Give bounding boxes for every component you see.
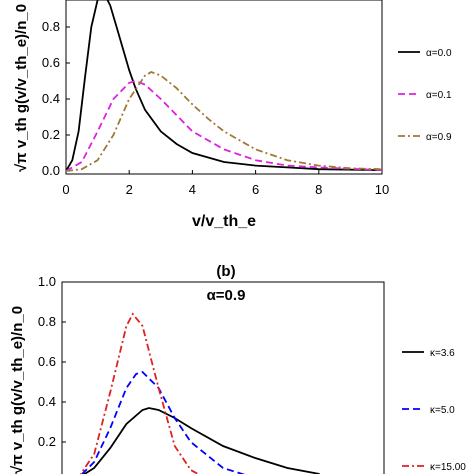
legend-label: κ=15.00 <box>430 462 466 473</box>
x-tick-label: 10 <box>375 182 389 197</box>
panel-b-y-ticks: 0.2 0.4 0.6 0.8 1.0 <box>38 274 66 449</box>
y-tick-label: 1.0 <box>38 274 56 289</box>
panel-a-legend: α=0.0 α=0.1 α=0.9 <box>398 48 452 143</box>
y-tick-label: 0.4 <box>42 91 60 106</box>
y-tick-label: 0.4 <box>38 394 56 409</box>
panel-b-title: α=0.9 <box>207 287 246 304</box>
x-tick-label: 4 <box>189 182 196 197</box>
y-tick-label: 0.0 <box>42 163 60 178</box>
legend-label: κ=5.0 <box>430 405 455 416</box>
y-tick-label: 0.8 <box>38 314 56 329</box>
panel-a-series-group <box>65 0 383 172</box>
series-line-3 <box>65 71 383 172</box>
y-tick-label: 0.6 <box>42 55 60 70</box>
panel-b-label: (b) <box>216 263 235 280</box>
panel-a-x-ticks: 0 2 4 6 8 10 <box>62 170 389 197</box>
y-tick-label: 0.2 <box>42 127 60 142</box>
panel-b-legend: κ=3.6 κ=5.0 κ=15.00 <box>402 348 466 473</box>
panel-b-plot: (b) α=0.9 0.2 0.4 0.6 0.8 1.0 κ=3.6 κ=5.0 κ=15… <box>9 263 466 474</box>
y-tick-label: 0.6 <box>38 354 56 369</box>
legend-label: κ=3.6 <box>430 348 455 359</box>
panel-b-series-group <box>79 312 320 474</box>
panel-b-y-axis-label: √π v_th g(v/v_th_e)/n_0 <box>9 306 26 474</box>
x-tick-label: 0 <box>62 182 69 197</box>
x-tick-label: 6 <box>252 182 259 197</box>
series-line-1 <box>82 407 320 474</box>
panel-a-frame <box>65 0 383 175</box>
series-line-3 <box>79 312 200 474</box>
panel-a-x-axis-label: v/v_th_e <box>192 213 256 230</box>
series-line-1 <box>65 0 383 172</box>
series-line-2 <box>80 370 246 474</box>
y-tick-label: 0.8 <box>42 19 60 34</box>
panel-a-plot: 0.00.20.40.60.8 0 2 4 6 8 10 α=0.0α=0.1α=0.9 … <box>13 0 452 230</box>
legend-label: α=0.9 <box>426 132 452 143</box>
panel-b-frame <box>61 281 385 474</box>
panel-a-y-ticks: 0.0 0.2 0.4 0.6 0.8 <box>42 19 70 178</box>
x-tick-label: 8 <box>315 182 322 197</box>
y-tick-label: 0.2 <box>38 434 56 449</box>
panel-a-y-axis-label: √π v_th g(v/v_th_e)/n_0 <box>13 4 30 172</box>
x-tick-label: 2 <box>126 182 133 197</box>
legend-label: α=0.1 <box>426 90 452 101</box>
series-line-2 <box>65 80 383 172</box>
legend-label: α=0.0 <box>426 48 452 59</box>
